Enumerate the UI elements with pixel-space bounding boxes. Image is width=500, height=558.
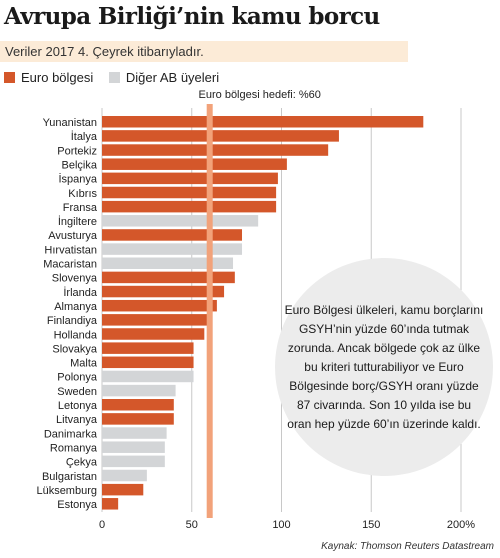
x-tick-label-0: 0: [99, 519, 105, 531]
bar-7: [102, 215, 259, 227]
bar-22: [102, 427, 167, 439]
bar-6: [102, 200, 277, 213]
bar-16: [102, 342, 194, 354]
x-tick-label-3: 150: [362, 519, 380, 531]
category-label-9: Hırvatistan: [44, 244, 97, 256]
category-label-14: Finlandiya: [47, 315, 98, 327]
target-line: [206, 104, 213, 518]
category-label-8: Avusturya: [48, 230, 98, 242]
subtitle-bar: Veriler 2017 4. Çeyrek itibarıyladır.: [0, 41, 408, 62]
bar-3: [102, 158, 287, 170]
bar-2: [102, 144, 329, 156]
bar-24: [102, 455, 165, 468]
legend-item-euro: Euro bölgesi: [4, 70, 93, 85]
category-label-16: Slovakya: [52, 343, 98, 355]
target-label: Euro bölgesi hedefi: %60: [199, 89, 321, 101]
bar-9: [102, 243, 243, 255]
bar-25: [102, 469, 147, 482]
category-label-4: İspanya: [58, 173, 97, 186]
category-label-25: Bulgaristan: [42, 471, 97, 483]
category-label-26: Lüksemburg: [36, 485, 97, 497]
category-label-27: Estonya: [57, 499, 98, 511]
bar-27: [102, 498, 119, 510]
legend-item-other: Diğer AB üyeleri: [108, 70, 220, 85]
category-label-18: Polonya: [57, 372, 98, 384]
bar-13: [102, 299, 217, 312]
bar-21: [102, 413, 174, 425]
category-label-2: Portekiz: [57, 145, 97, 157]
bar-10: [102, 257, 234, 269]
legend-swatch-other: [108, 72, 120, 83]
bar-20: [102, 399, 174, 411]
category-label-17: Malta: [70, 358, 98, 370]
x-tick-label-4: 200%: [447, 519, 475, 531]
info-text: Euro Bölgesi ülkeleri, kamu borçlarını G…: [284, 302, 484, 431]
bar-15: [102, 328, 205, 340]
category-label-11: Slovenya: [52, 273, 98, 285]
bar-26: [102, 483, 144, 496]
legend: Euro bölgesi Diğer AB üyeleri: [4, 70, 231, 86]
x-tick-label-2: 100: [272, 519, 290, 531]
bar-17: [102, 356, 194, 369]
bar-0: [102, 116, 424, 128]
info-circle: Euro Bölgesi ülkeleri, kamu borçlarını G…: [275, 258, 493, 476]
bar-18: [102, 370, 194, 383]
category-label-12: İrlanda: [63, 286, 98, 299]
category-label-24: Çekya: [66, 457, 98, 469]
category-label-20: Letonya: [58, 400, 98, 412]
bar-1: [102, 130, 339, 142]
bar-14: [102, 314, 212, 326]
chart-subtitle: Veriler 2017 4. Çeyrek itibarıyladır.: [5, 44, 204, 59]
bar-12: [102, 285, 225, 298]
category-label-21: Litvanya: [56, 414, 98, 426]
category-label-6: Fransa: [63, 202, 98, 214]
category-label-22: Danimarka: [44, 428, 98, 440]
source-note: Kaynak: Thomson Reuters Datastream: [321, 541, 494, 552]
legend-label-euro: Euro bölgesi: [21, 70, 94, 85]
x-tick-label-1: 50: [186, 519, 198, 531]
category-label-13: Almanya: [54, 301, 98, 313]
category-label-23: Romanya: [50, 442, 98, 454]
bar-23: [102, 441, 165, 453]
category-label-10: Macaristan: [43, 259, 97, 271]
category-label-15: Hollanda: [54, 329, 98, 341]
category-label-5: Kıbrıs: [68, 188, 97, 200]
bar-5: [102, 186, 277, 199]
category-label-3: Belçika: [62, 159, 98, 171]
bar-8: [102, 229, 243, 241]
legend-label-other: Diğer AB üyeleri: [125, 70, 220, 85]
legend-swatch-euro: [4, 72, 15, 83]
category-label-1: İtalya: [71, 130, 98, 143]
bar-11: [102, 271, 235, 284]
chart-title: Avrupa Birliği’nin kamu borcu: [4, 3, 380, 30]
bar-4: [102, 172, 278, 185]
category-label-0: Yunanistan: [43, 117, 97, 129]
bar-19: [102, 384, 176, 397]
category-label-7: İngiltere: [58, 215, 97, 228]
category-label-19: Sweden: [57, 386, 97, 398]
